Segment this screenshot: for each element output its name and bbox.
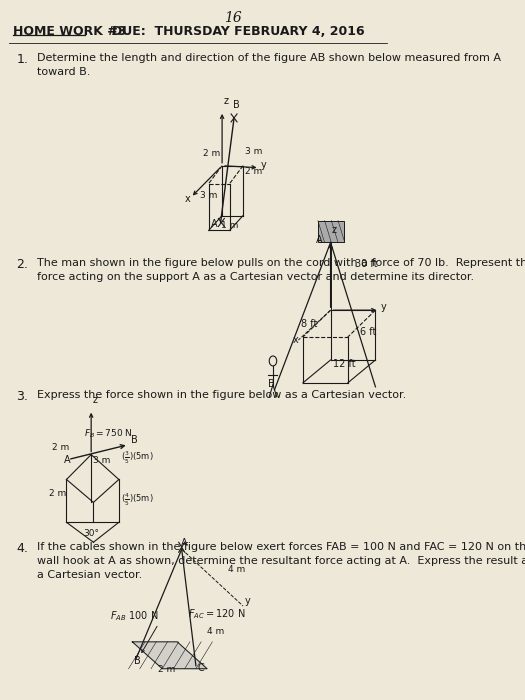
Text: $(\frac{3}{5})(5\mathrm{m})$: $(\frac{3}{5})(5\mathrm{m})$	[121, 449, 154, 466]
Text: x: x	[185, 194, 191, 204]
Polygon shape	[132, 642, 207, 668]
Text: z: z	[92, 395, 98, 405]
Text: 4.: 4.	[16, 542, 28, 555]
Text: 4 m: 4 m	[207, 627, 224, 636]
Text: B: B	[131, 435, 138, 444]
Text: B: B	[134, 656, 141, 666]
Text: If the cables shown in the figure below exert forces FAB = 100 N and FAC = 120 N: If the cables shown in the figure below …	[37, 542, 525, 580]
Text: $F_{AB}\ 100\ \mathrm{N}$: $F_{AB}\ 100\ \mathrm{N}$	[110, 609, 159, 623]
Text: HOME WORK #3: HOME WORK #3	[13, 25, 126, 38]
Text: 3 m: 3 m	[93, 456, 111, 465]
Text: Express the force shown in the figure below as a Cartesian vector.: Express the force shown in the figure be…	[37, 390, 406, 400]
Text: 2 m: 2 m	[245, 167, 262, 176]
Text: $F_B = 750\ \mathrm{N}$: $F_B = 750\ \mathrm{N}$	[83, 428, 132, 440]
Text: y: y	[381, 302, 386, 312]
Text: 12 ft: 12 ft	[333, 359, 355, 369]
Text: $F_{AC} = 120\ \mathrm{N}$: $F_{AC} = 120\ \mathrm{N}$	[188, 607, 246, 621]
Text: x: x	[293, 335, 299, 345]
Text: $(\frac{4}{5})(5\mathrm{m})$: $(\frac{4}{5})(5\mathrm{m})$	[121, 492, 154, 508]
FancyBboxPatch shape	[318, 220, 344, 242]
Text: 4 m: 4 m	[228, 565, 245, 574]
Text: A: A	[211, 220, 217, 230]
Text: 2 m: 2 m	[51, 442, 69, 452]
Text: 3 m: 3 m	[245, 147, 262, 156]
Text: y: y	[245, 596, 250, 606]
Text: A: A	[181, 538, 187, 548]
Text: DUE:  THURSDAY FEBRUARY 4, 2016: DUE: THURSDAY FEBRUARY 4, 2016	[112, 25, 365, 38]
Text: 30°: 30°	[83, 529, 100, 538]
Text: 16: 16	[224, 11, 242, 25]
Text: 1 m: 1 m	[220, 221, 238, 230]
Text: B: B	[268, 379, 275, 389]
Text: 3.: 3.	[16, 390, 28, 402]
Text: 2.: 2.	[16, 258, 28, 272]
Text: The man shown in the figure below pulls on the cord with a force of 70 lb.  Repr: The man shown in the figure below pulls …	[37, 258, 525, 282]
Text: 1.: 1.	[16, 53, 28, 66]
Text: 30 ft: 30 ft	[355, 259, 378, 270]
Text: C: C	[197, 663, 204, 673]
Text: 8 ft: 8 ft	[301, 319, 318, 329]
Text: 6 ft: 6 ft	[361, 327, 377, 337]
Text: 2 m: 2 m	[203, 149, 220, 158]
Text: y: y	[261, 160, 267, 169]
Text: 2 m: 2 m	[48, 489, 66, 498]
Text: A: A	[317, 235, 323, 246]
Text: 3 m: 3 m	[200, 190, 217, 199]
Text: z: z	[224, 96, 228, 106]
Text: z: z	[332, 225, 337, 235]
Text: Determine the length and direction of the figure AB shown below measured from A
: Determine the length and direction of th…	[37, 53, 501, 77]
Text: B: B	[233, 100, 240, 110]
Text: 2 m: 2 m	[159, 665, 176, 673]
Text: A: A	[64, 454, 70, 465]
